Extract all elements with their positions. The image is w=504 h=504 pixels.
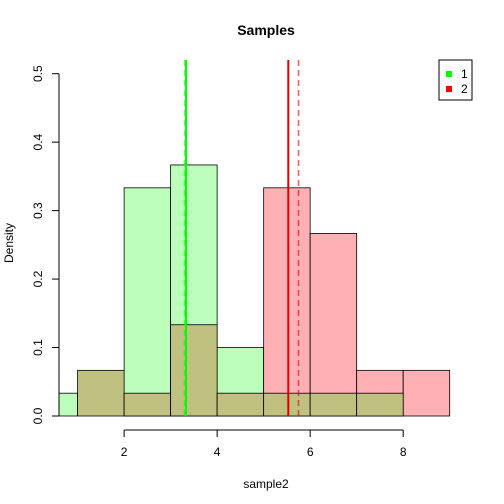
y-axis-label: Density bbox=[2, 223, 16, 263]
legend: 12 bbox=[438, 59, 473, 101]
legend-label-1: 1 bbox=[461, 67, 468, 81]
overlap-bar-0 bbox=[77, 369, 125, 417]
overlap-bar-1 bbox=[123, 392, 172, 417]
series-2-bar-1 bbox=[309, 233, 358, 417]
series-2-bar-3 bbox=[402, 369, 451, 417]
overlap-bar-4 bbox=[263, 392, 311, 417]
chart-title: Samples bbox=[237, 22, 295, 38]
legend-swatch-1 bbox=[446, 71, 452, 77]
legend-label-2: 2 bbox=[461, 82, 468, 96]
series-2-bar-0 bbox=[263, 187, 311, 417]
overlap-bar-3 bbox=[216, 392, 265, 417]
x-tick-label-8: 8 bbox=[400, 445, 407, 459]
y-tick-label-4: 0.4 bbox=[31, 133, 45, 150]
overlap-bar-2 bbox=[170, 324, 218, 417]
overlap-bar-5 bbox=[309, 392, 358, 417]
y-tick-label-2: 0.2 bbox=[31, 270, 45, 287]
x-axis-label: sample2 bbox=[243, 477, 289, 491]
legend-box bbox=[438, 59, 473, 101]
legend-swatch-2 bbox=[446, 86, 452, 92]
axes: 2 4 6 8 0.0 0.1 0.2 0.3 0.4 0.5 bbox=[31, 65, 407, 459]
x-tick-label-6: 6 bbox=[307, 445, 314, 459]
overlap-bar-6 bbox=[356, 392, 404, 417]
series-1-bar-0 bbox=[58, 392, 79, 417]
x-tick-label-4: 4 bbox=[214, 445, 221, 459]
y-tick-label-0: 0.0 bbox=[31, 407, 45, 424]
series-1-bar-1 bbox=[123, 187, 172, 417]
y-tick-label-1: 0.1 bbox=[31, 339, 45, 356]
y-tick-label-5: 0.5 bbox=[31, 65, 45, 82]
y-tick-label-3: 0.3 bbox=[31, 202, 45, 219]
x-tick-label-2: 2 bbox=[121, 445, 128, 459]
plot-area bbox=[58, 60, 451, 417]
